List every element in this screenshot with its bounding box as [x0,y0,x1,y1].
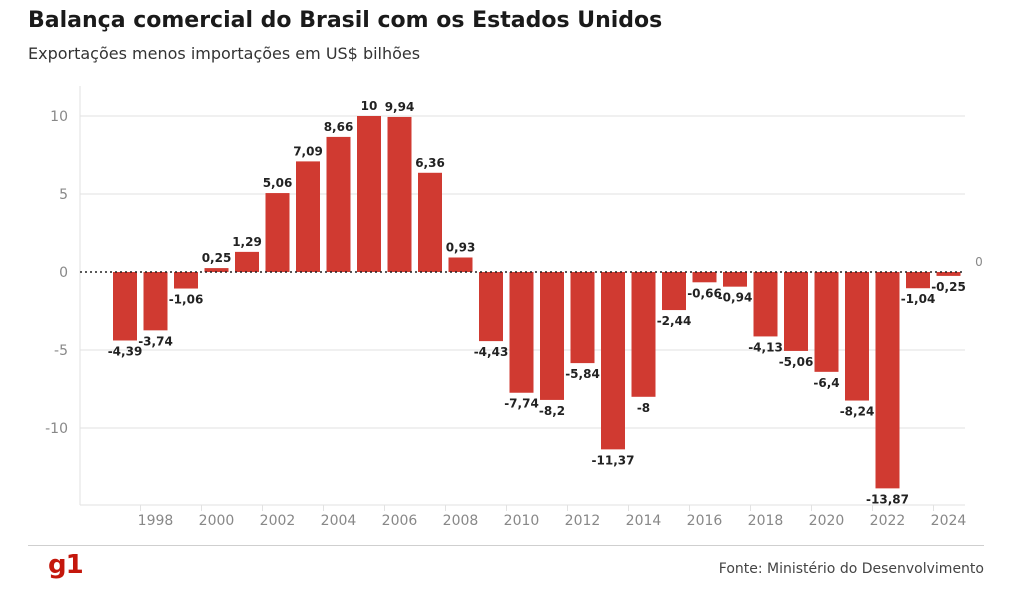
source-note: Fonte: Ministério do Desenvolvimento [718,561,984,577]
x-tick-label: 2010 [504,513,540,529]
bar [723,272,747,287]
x-tick-label: 1998 [138,513,174,529]
bar-value-label: 9,94 [385,100,415,114]
x-tick-label: 2016 [687,513,723,529]
bar-value-label: -7,74 [504,397,539,411]
x-tick-label: 2004 [321,513,357,529]
y-tick-label: -5 [54,343,68,359]
x-tick-label: 2024 [931,513,967,529]
g1-logo: g1 [48,550,84,580]
bar-value-label: -8 [637,401,650,415]
bar [845,272,869,401]
bar-value-label: 8,66 [324,120,354,134]
bar [326,136,351,272]
bar [448,257,473,272]
bar [540,272,564,400]
x-tick-label: 2008 [443,513,479,529]
bar [235,251,259,272]
footer-divider [28,545,984,546]
bar [753,272,778,337]
bar-value-label: -1,04 [901,292,936,306]
bar-value-label: -5,06 [779,355,814,369]
chart-subtitle: Exportações menos importações em US$ bil… [28,44,421,63]
bar [509,272,534,393]
bar-value-label: -3,74 [138,334,173,348]
bar [357,116,381,272]
bar [143,272,168,331]
x-tick-label: 2014 [626,513,662,529]
x-tick-label: 2022 [870,513,906,529]
bar [692,272,717,283]
bar [387,116,412,272]
bar-value-label: 0 [975,255,983,269]
bar-value-label: -4,43 [474,345,509,359]
x-tick-label: 2000 [199,513,235,529]
bar-chart: 10 5 0 -5 -10 -4,39-3,74 -1,06 0,251,29 5,06 7,09… [45,86,983,529]
bar-value-label: -0,94 [718,291,753,305]
bar [265,193,290,272]
bar [875,272,900,489]
bar [906,272,930,289]
bar [174,272,198,289]
bar-value-label: 7,09 [293,144,323,158]
y-tick-label: 10 [50,109,68,125]
bar [113,272,137,341]
bar-value-label: -4,13 [748,340,783,354]
bar-value-label: -1,06 [169,293,204,307]
bar-value-label: 0,25 [202,251,232,265]
bar-value-label: 10 [361,99,378,113]
x-tick-label: 2012 [565,513,601,529]
x-tick-label: 2018 [748,513,784,529]
y-tick-label: 5 [59,187,68,203]
x-tick-label: 2006 [382,513,418,529]
bar [936,272,961,276]
bar [204,268,229,272]
bar-value-label: -4,39 [108,344,143,358]
bar [662,272,686,311]
bar [296,161,320,272]
bar-value-label: 5,06 [263,176,293,190]
bar-value-label: -11,37 [592,453,635,467]
bar [479,272,503,342]
bar-value-label: -6,4 [813,376,839,390]
bar [631,272,656,397]
bar-value-label: -13,87 [866,492,909,506]
bar-value-label: -2,44 [657,314,692,328]
bar-value-label: -5,84 [565,367,600,381]
y-tick-label: -10 [45,421,68,437]
chart-title: Balança comercial do Brasil com os Estad… [28,8,663,33]
bar [570,272,595,364]
bar-value-label: 0,93 [446,240,476,254]
y-tick-label: 0 [59,265,68,281]
bar [814,272,839,372]
bar-value-label: -0,66 [687,286,722,300]
x-tick-label: 2002 [260,513,296,529]
bar [784,272,808,351]
bar-value-label: -8,24 [840,405,875,419]
x-tick-label: 2020 [809,513,845,529]
bar-value-label: -0,25 [931,280,966,294]
bar-value-label: -8,2 [539,404,565,418]
bar [601,272,625,450]
bar [418,172,442,272]
bar-value-label: 1,29 [232,235,262,249]
bar-value-label: 6,36 [415,156,445,170]
